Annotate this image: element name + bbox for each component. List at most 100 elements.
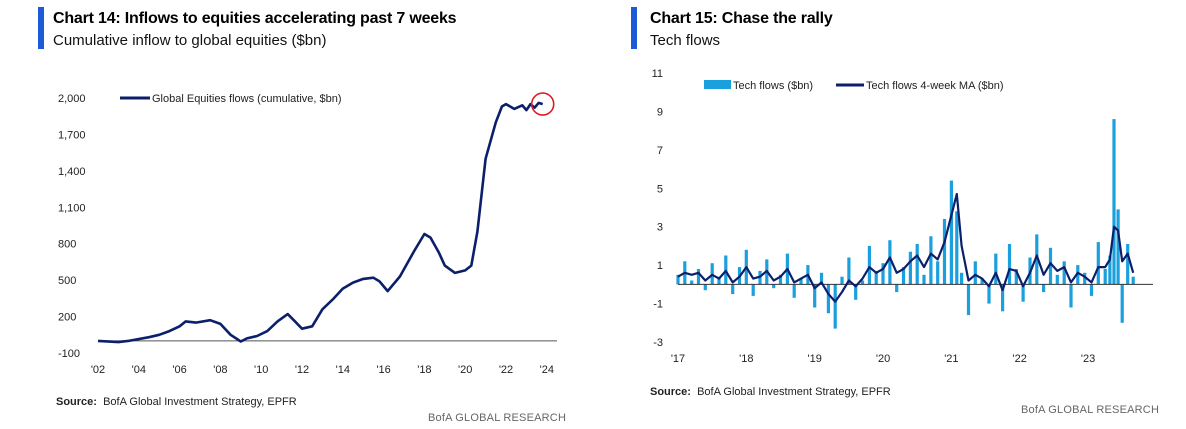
tech-flow-bar — [792, 284, 796, 298]
x-tick-label: '16 — [376, 364, 390, 376]
tech-flow-bar — [833, 284, 837, 329]
tech-flow-bar — [799, 278, 803, 285]
tech-flow-bar — [908, 251, 912, 285]
tech-flow-bar — [955, 211, 959, 285]
tech-flow-bar — [915, 244, 919, 285]
tech-flow-bar — [696, 269, 701, 285]
chart-14-subtitle: Cumulative inflow to global equities ($b… — [53, 32, 327, 49]
x-tick-label: '20 — [876, 353, 890, 365]
x-tick-label: '24 — [540, 364, 554, 376]
chart-15-subtitle: Tech flows — [650, 32, 721, 49]
x-tick-label: '21 — [944, 353, 958, 365]
tech-flow-bar — [1131, 276, 1135, 285]
x-tick-label: '22 — [499, 364, 513, 376]
tech-flow-bar — [840, 276, 844, 285]
y-tick-label: 11 — [652, 68, 663, 80]
tech-flow-bar — [973, 261, 977, 285]
tech-flow-bar — [1103, 269, 1107, 285]
tech-flow-bar — [994, 253, 998, 285]
y-tick-label: 1,100 — [58, 202, 86, 214]
tech-flow-bar — [1120, 284, 1124, 323]
x-tick-label: '02 — [91, 364, 105, 376]
x-tick-label: '19 — [808, 353, 822, 365]
x-tick-label: '20 — [458, 364, 472, 376]
y-tick-label: 1,700 — [58, 129, 86, 141]
x-tick-label: '06 — [172, 364, 186, 376]
y-tick-label: 9 — [657, 106, 663, 118]
chart-14-title-accent — [38, 7, 44, 49]
tech-flow-bar — [874, 270, 878, 285]
x-tick-label: '12 — [295, 364, 309, 376]
tech-flow-bar — [1126, 244, 1130, 285]
tech-flow-bar — [1021, 284, 1025, 302]
chart-14-plot: -100 200 500 800 1,100 1,400 1,700 2,000 '02 '04 '… — [58, 92, 557, 376]
y-tick-label: -100 — [58, 348, 80, 360]
chart-15-panel: Chart 15: Chase the rally Tech flows -3-… — [596, 0, 1186, 429]
tech-flow-bar — [960, 272, 964, 285]
tech-flow-bar — [1042, 284, 1046, 293]
tech-flow-bar — [936, 261, 940, 285]
tech-flow-bar — [922, 274, 926, 285]
y-tick-label: 7 — [657, 145, 663, 157]
tech-flow-bar — [676, 274, 680, 285]
tech-flow-bar — [1048, 247, 1053, 285]
y-tick-label: 5 — [657, 183, 663, 195]
y-tick-label: 200 — [58, 312, 76, 324]
chart-14-title: Chart 14: Inflows to equities accelerati… — [53, 10, 457, 27]
y-tick-label: 3 — [657, 222, 663, 234]
tech-flow-bar — [1069, 284, 1073, 308]
tech-flow-bar — [1014, 269, 1018, 285]
y-tick-label: 1 — [657, 260, 663, 272]
y-tick-label: 500 — [58, 275, 76, 287]
y-tick-label: 2,000 — [58, 93, 86, 105]
x-tick-label: '14 — [336, 364, 350, 376]
chart-15-plot: -3 -1 1 3 5 7 9 11 '17 '18 '19 '20 '21 '22 '23 Tech flo… — [652, 68, 1153, 365]
chart-15-brand: BofA GLOBAL RESEARCH — [1021, 404, 1160, 416]
x-tick-label: '22 — [1013, 353, 1027, 365]
tech-flow-bar — [888, 240, 892, 285]
chart-15-title-accent — [631, 7, 637, 49]
tech-flow-bar — [1089, 284, 1094, 296]
legend-label: Global Equities flows (cumulative, $bn) — [152, 93, 342, 105]
tech-flow-bar — [949, 180, 953, 285]
tech-flow-bar — [1062, 261, 1066, 285]
x-tick-label: '04 — [132, 364, 146, 376]
legend-swatch-bars — [704, 80, 731, 89]
tech-flow-bar — [751, 284, 755, 296]
tech-flow-bar — [980, 278, 984, 285]
chart-15-source: Source: BofA Global Investment Strategy,… — [650, 386, 891, 398]
series-line-tech-ma — [677, 192, 1135, 303]
tech-flow-bar — [867, 245, 871, 285]
series-line-global-equities — [97, 101, 544, 344]
tech-flow-bar — [778, 274, 783, 285]
tech-flow-bar — [813, 284, 817, 308]
tech-flow-bar — [1035, 234, 1039, 285]
tech-flow-bar — [854, 284, 858, 300]
tech-flow-bar — [895, 284, 899, 293]
chart-14-source-label: Source: — [56, 396, 97, 408]
chart-15-title: Chart 15: Chase the rally — [650, 10, 833, 27]
tech-flow-bar — [1116, 209, 1120, 285]
tech-flow-bar — [819, 272, 824, 285]
tech-flow-bar — [690, 280, 694, 285]
tech-flow-bar — [942, 219, 947, 285]
chart-14-brand: BofA GLOBAL RESEARCH — [428, 412, 567, 424]
tech-flow-bar — [1096, 242, 1100, 285]
chart-14-panel: Chart 14: Inflows to equities accelerati… — [0, 0, 590, 429]
tech-flow-bar — [1055, 274, 1059, 285]
legend-label-ma: Tech flows 4-week MA ($bn) — [866, 80, 1004, 92]
tech-flow-bar — [966, 284, 971, 316]
tech-flow-bar — [731, 284, 735, 294]
x-tick-label: '18 — [417, 364, 431, 376]
y-tick-label: -1 — [653, 299, 663, 311]
tech-flow-bar — [1108, 255, 1112, 285]
x-tick-label: '10 — [254, 364, 268, 376]
x-tick-label: '08 — [213, 364, 227, 376]
tech-flow-bar — [1083, 272, 1087, 285]
highlight-circle — [530, 92, 555, 116]
tech-flow-bar — [826, 284, 830, 314]
tech-flow-bar — [847, 257, 851, 285]
x-tick-label: '17 — [671, 353, 685, 365]
tech-flow-bar — [1112, 119, 1116, 285]
chart-14-source-text: BofA Global Investment Strategy, EPFR — [103, 396, 297, 408]
